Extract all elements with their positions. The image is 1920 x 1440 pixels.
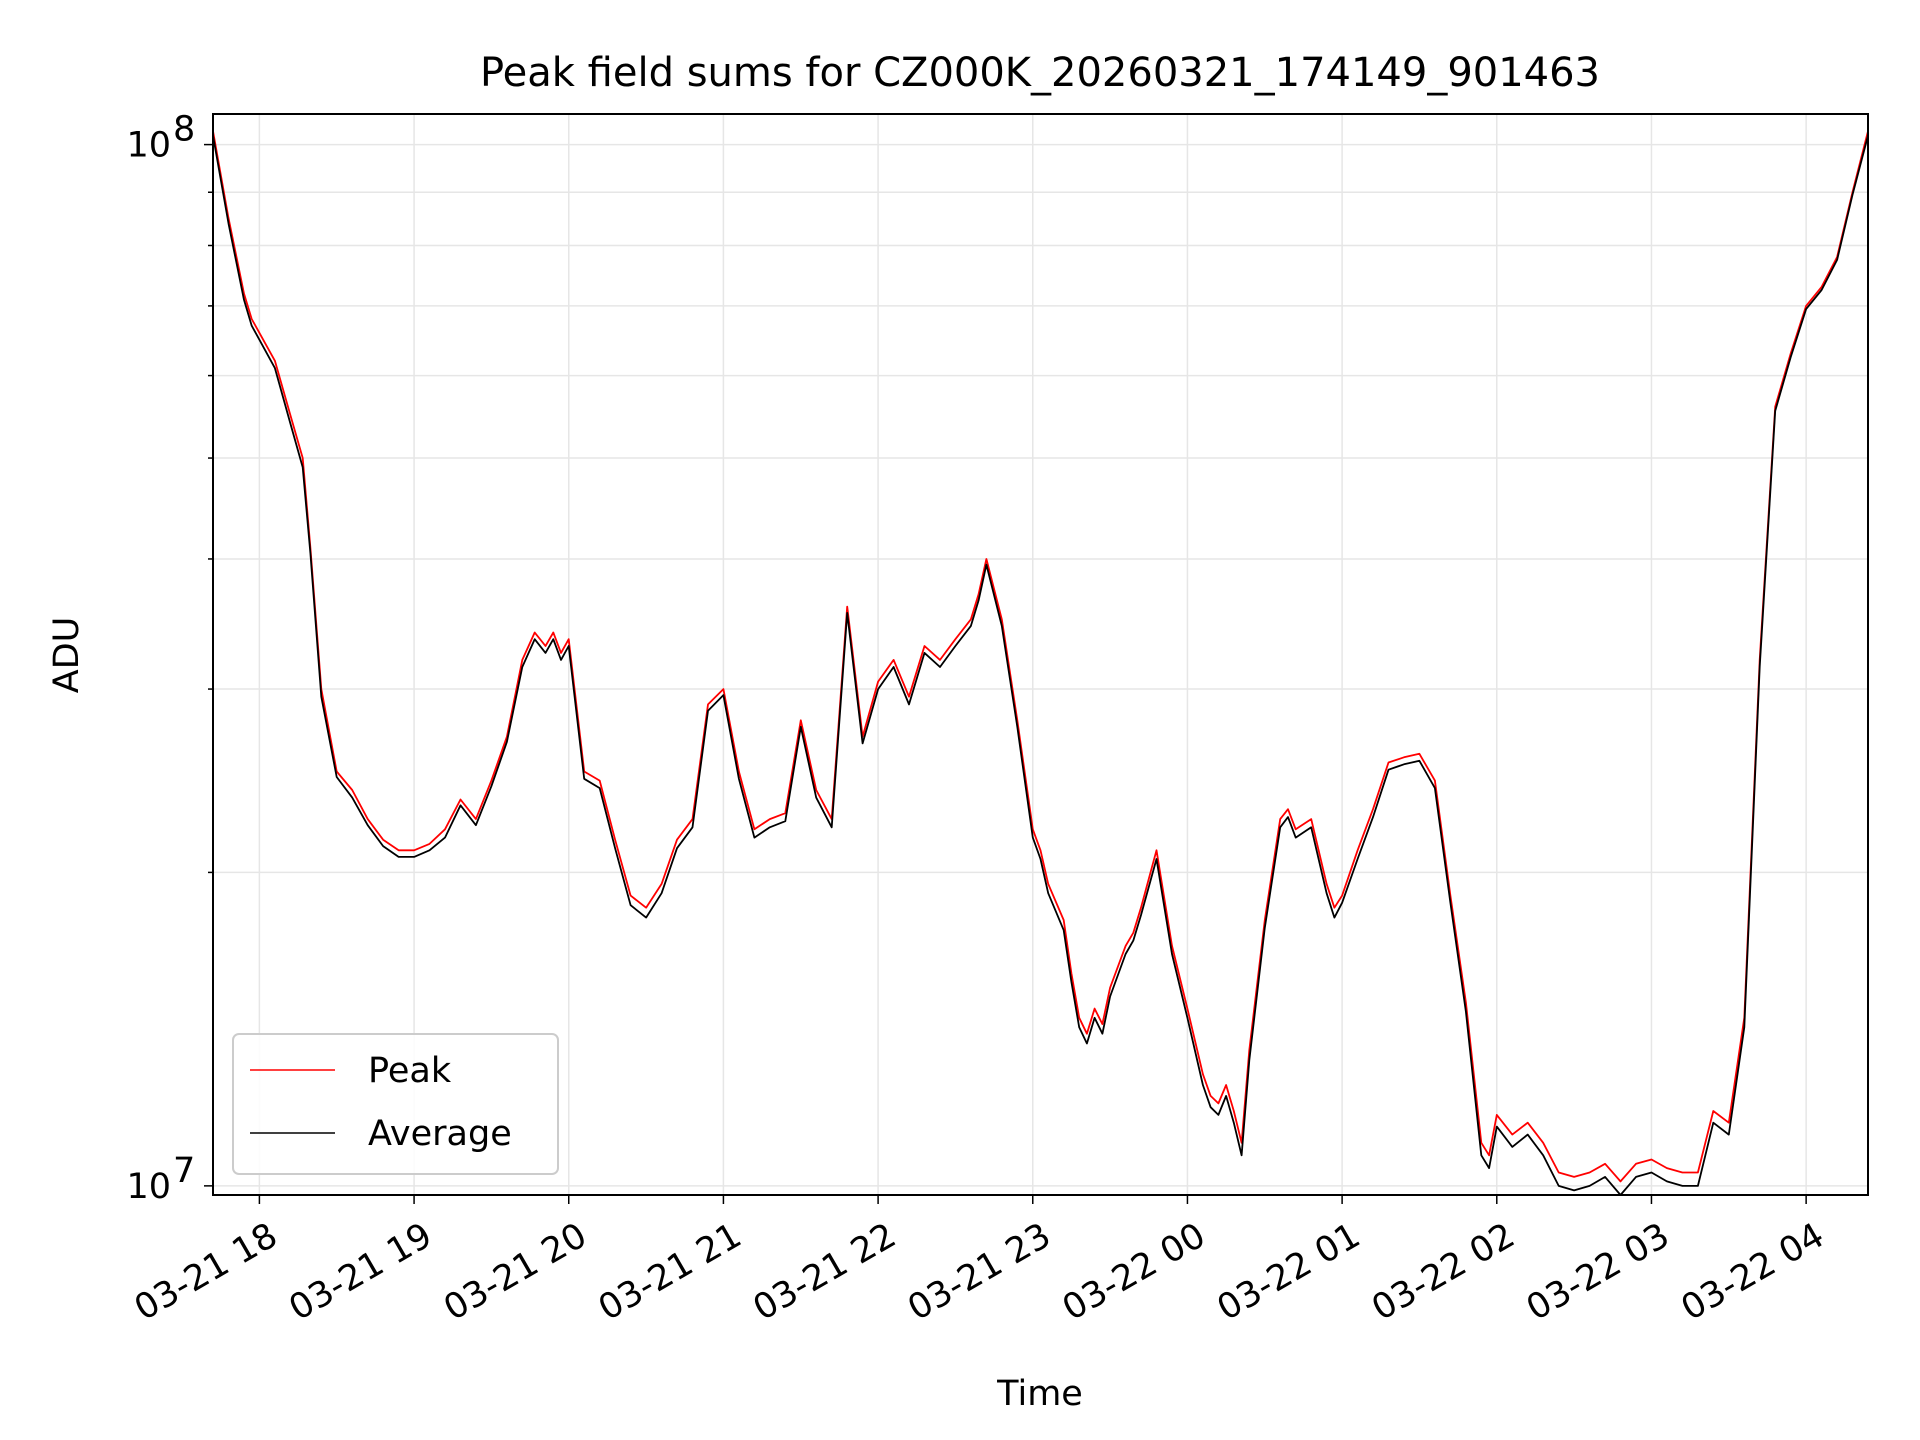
- y-axis-label: ADU: [47, 617, 87, 694]
- chart-title: Peak field sums for CZ000K_20260321_1741…: [480, 50, 1600, 96]
- legend-label-peak: Peak: [368, 1051, 452, 1091]
- y-tick-exponent: 8: [173, 110, 195, 150]
- y-tick-label: 10: [126, 1167, 171, 1207]
- series-line-average: [212, 135, 1869, 1196]
- legend: Peak Average: [232, 1033, 559, 1175]
- plot-frame: [212, 113, 1869, 1196]
- grid: [213, 114, 1868, 1195]
- y-tick-exponent: 7: [173, 1151, 195, 1191]
- y-tick-label: 10: [126, 126, 171, 166]
- series-line-peak: [212, 130, 1869, 1183]
- plot-lines: [212, 130, 1869, 1196]
- legend-label-average: Average: [368, 1114, 512, 1154]
- x-axis-label: Time: [996, 1374, 1083, 1414]
- legend-box: [232, 1033, 559, 1175]
